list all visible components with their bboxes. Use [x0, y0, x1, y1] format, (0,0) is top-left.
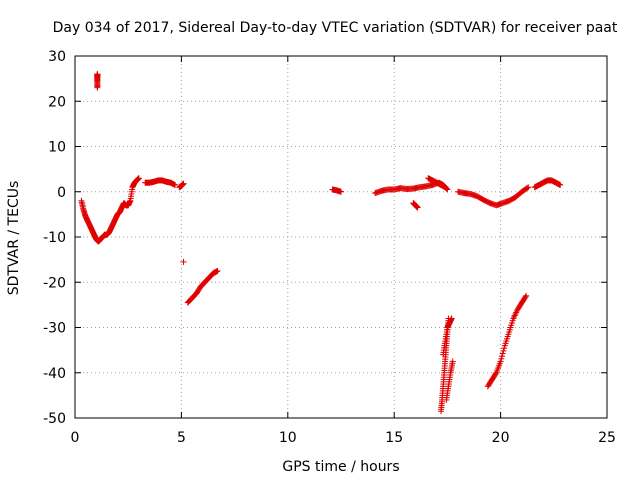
data-point	[523, 292, 530, 299]
data-points	[78, 71, 564, 415]
y-tick-label: 30	[48, 49, 66, 65]
data-point	[135, 175, 142, 182]
axes: 0 5 10 15 20 25 -50 -40 -30 -20 -10 0 10 20 30	[43, 49, 616, 446]
data-point	[442, 184, 449, 191]
chart-title: Day 034 of 2017, Sidereal Day-to-day VTE…	[53, 20, 618, 36]
data-point	[214, 267, 221, 274]
data-point	[492, 370, 499, 377]
data-point	[500, 347, 507, 354]
grid	[75, 56, 607, 418]
data-point	[499, 350, 506, 357]
y-tick-label: -40	[43, 366, 66, 382]
data-point	[448, 315, 455, 322]
data-point	[524, 184, 531, 191]
y-tick-label: -50	[43, 411, 66, 427]
x-tick-label: 20	[492, 430, 510, 446]
y-tick-label: -10	[43, 230, 66, 246]
data-point	[525, 184, 532, 191]
data-point	[94, 71, 101, 78]
data-point	[557, 181, 564, 188]
data-point	[449, 358, 456, 365]
data-point	[180, 180, 187, 187]
x-axis-label: GPS time / hours	[282, 459, 399, 475]
x-tick-label: 25	[598, 430, 616, 446]
data-point	[499, 353, 506, 360]
data-point	[172, 181, 179, 188]
y-tick-label: 10	[48, 140, 66, 156]
data-point	[501, 345, 508, 352]
y-tick-label: 0	[57, 185, 66, 201]
x-tick-label: 10	[279, 430, 297, 446]
data-point	[414, 204, 421, 211]
data-point	[522, 293, 529, 300]
data-point	[497, 358, 504, 365]
x-tick-label: 0	[71, 430, 80, 446]
y-tick-label: -30	[43, 321, 66, 337]
data-point	[180, 258, 187, 265]
y-axis-label: SDTVAR / TECUs	[6, 181, 22, 296]
x-tick-label: 5	[177, 430, 186, 446]
y-tick-label: -20	[43, 275, 66, 291]
y-tick-label: 20	[48, 94, 66, 110]
plot-frame	[74, 55, 608, 419]
data-point	[498, 355, 505, 362]
data-point	[338, 188, 344, 195]
x-tick-label: 15	[385, 430, 403, 446]
